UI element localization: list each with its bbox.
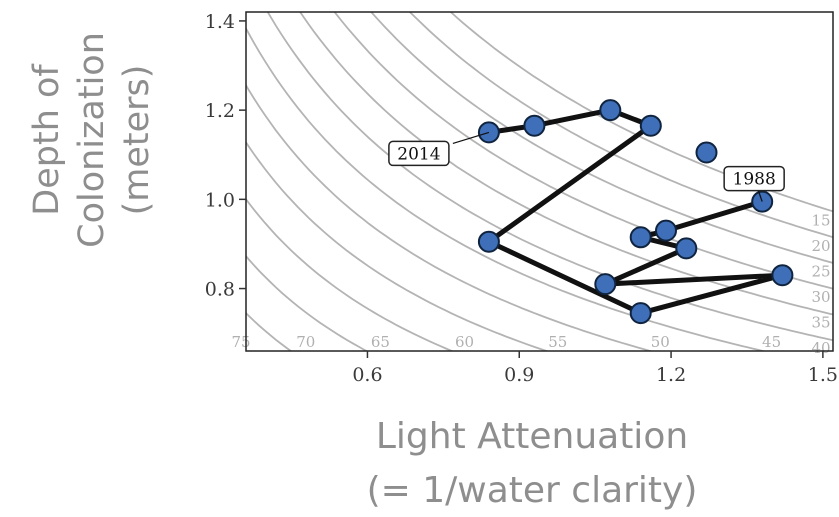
y-axis-title-line-2: Colonization [72, 32, 112, 248]
y-axis: 0.8 1.0 1.2 1.4 [205, 11, 246, 301]
x-axis-title-line-2: (= 1/water clarity) [367, 470, 698, 511]
series-path [486, 107, 785, 316]
y-tick-label-1.4: 1.4 [205, 11, 235, 33]
data-point-10 [599, 99, 622, 122]
y-tick-label-1.2: 1.2 [205, 100, 235, 122]
contour-label-15: 15 [811, 211, 830, 229]
y-tick-label-1.0: 1.0 [205, 189, 235, 211]
contour-line-35 [299, 12, 833, 316]
y-axis-title-line-3: (meters) [117, 65, 157, 216]
x-axis: 0.6 0.9 1.2 1.5 [352, 351, 838, 386]
contour-label-50: 50 [651, 333, 670, 351]
contour-line-25 [370, 12, 833, 264]
contour-line-30 [333, 12, 833, 290]
data-point-11 [523, 114, 546, 137]
x-tick-label-0.6: 0.6 [352, 364, 382, 386]
contour-line-45 [246, 26, 768, 351]
data-point-2 [655, 219, 677, 242]
contour-line-40 [266, 12, 833, 342]
contour-line-50 [246, 83, 654, 351]
contour-label-25: 25 [811, 262, 830, 280]
data-point-5 [594, 273, 617, 296]
callout-label-1988: 1988 [733, 170, 776, 190]
contour-label-70: 70 [296, 333, 315, 351]
callout-box-2014 [388, 140, 450, 167]
contour-line-65 [246, 254, 369, 351]
y-axis-title-line-1: Depth of [27, 64, 67, 216]
contour-label-60: 60 [455, 333, 474, 351]
contour-label-layer: 75 70 65 60 55 50 45 40 35 30 25 20 15 [231, 211, 830, 357]
contour-label-35: 35 [811, 313, 830, 331]
contour-label-45: 45 [762, 333, 781, 351]
contour-label-75: 75 [231, 333, 250, 351]
callout-leader-2014 [452, 131, 490, 145]
x-tick-label-1.5: 1.5 [808, 364, 838, 386]
data-point-8 [477, 230, 500, 253]
series-path-layer [486, 107, 785, 316]
x-axis-title-line-1: Light Attenuation [376, 416, 688, 457]
y-axis-title: Depth of Colonization (meters) [27, 32, 157, 248]
contour-label-65: 65 [371, 333, 390, 351]
data-point-4 [675, 237, 698, 260]
contour-label-20: 20 [811, 237, 830, 255]
data-point-9 [639, 114, 662, 137]
contour-label-30: 30 [811, 288, 830, 306]
x-tick-label-0.9: 0.9 [504, 364, 534, 386]
point-layer [477, 99, 794, 325]
data-point-1 [751, 190, 774, 213]
callout-box-1988 [723, 165, 785, 192]
data-point-6 [771, 264, 794, 287]
x-tick-label-1.2: 1.2 [656, 364, 686, 386]
contour-line-60 [246, 197, 455, 351]
contour-label-40: 40 [811, 339, 830, 357]
plot-frame [245, 11, 834, 352]
data-point-12 [477, 121, 500, 144]
y-tick-label-0.8: 0.8 [205, 279, 235, 301]
data-point-standalone-1 [695, 141, 718, 164]
annotation-layer: 1988 2014 [388, 131, 785, 202]
contour-label-55: 55 [548, 333, 567, 351]
data-point-7 [629, 302, 652, 325]
data-point-3 [629, 226, 652, 249]
contour-line-20 [408, 12, 833, 239]
callout-label-2014: 2014 [397, 144, 440, 164]
